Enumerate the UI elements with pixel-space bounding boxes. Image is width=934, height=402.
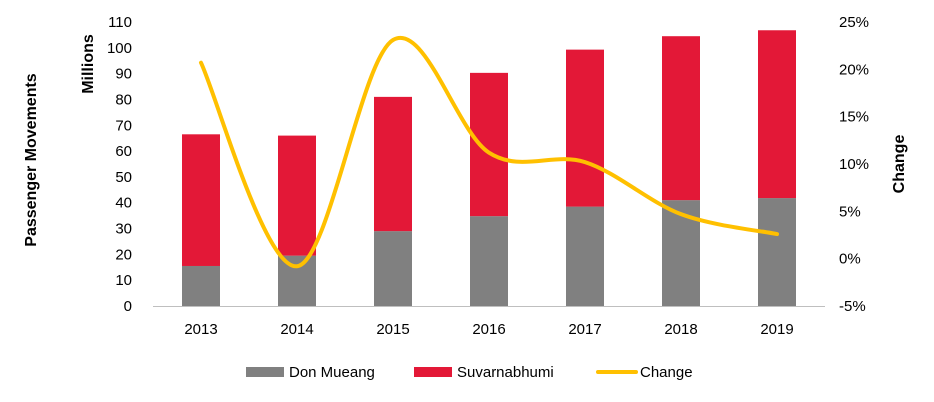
- change-line-series: [199, 35, 779, 269]
- y-tick-label: 80: [115, 91, 132, 108]
- legend-swatch-don-mueang: [246, 367, 284, 377]
- y-tick-label: 90: [115, 66, 132, 83]
- y-tick-label: 40: [115, 195, 132, 212]
- y-tick-label: 0: [124, 298, 132, 315]
- y-tick-label: 30: [115, 221, 132, 238]
- y2-tick-label: 25%: [839, 14, 869, 31]
- bar-don-mueang-2013: [182, 265, 220, 306]
- bar-suvarnabhumi-2016: [470, 72, 508, 217]
- x-tick-label: 2019: [760, 321, 793, 338]
- x-axis-ticks: 2013 2014 2015 2016 2017 2018 2019: [184, 321, 793, 338]
- bar-suvarnabhumi-2017: [566, 49, 604, 207]
- y2-axis-ticks: -5% 0% 5% 10% 15% 20% 25%: [839, 14, 869, 315]
- bar-suvarnabhumi-2019: [758, 30, 796, 199]
- y2-tick-label: 20%: [839, 61, 869, 78]
- y2-tick-label: -5%: [839, 298, 866, 315]
- bar-suvarnabhumi-2014: [278, 135, 316, 256]
- bar-suvarnabhumi-2015: [374, 96, 412, 232]
- y2-axis-title: Change: [891, 135, 908, 194]
- bar-don-mueang-2016: [470, 216, 508, 306]
- y-tick-label: 100: [107, 40, 132, 57]
- y-tick-label: 20: [115, 246, 132, 263]
- legend-swatch-suvarnabhumi: [414, 367, 452, 377]
- x-tick-label: 2015: [376, 321, 409, 338]
- y-axis-title: Passenger Movements: [23, 73, 40, 247]
- y-tick-label: 70: [115, 117, 132, 134]
- x-tick-label: 2018: [664, 321, 697, 338]
- y-axis-ticks: 0 10 20 30 40 50 60 70 80 90 100 110: [107, 14, 132, 315]
- y2-tick-label: 0%: [839, 251, 861, 268]
- y-axis-unit: Millions: [80, 34, 97, 94]
- bar-don-mueang-2019: [758, 198, 796, 306]
- bar-don-mueang-2015: [374, 231, 412, 306]
- y-tick-label: 50: [115, 169, 132, 186]
- bar-don-mueang-2014: [278, 255, 316, 306]
- change-line: [199, 35, 779, 269]
- bar-suvarnabhumi-2013: [182, 134, 220, 266]
- bar-suvarnabhumi-2018: [662, 36, 700, 201]
- x-tick-label: 2017: [568, 321, 601, 338]
- legend-label-don-mueang: Don Mueang: [289, 364, 375, 381]
- y2-tick-label: 5%: [839, 203, 861, 220]
- x-tick-label: 2016: [472, 321, 505, 338]
- x-tick-label: 2013: [184, 321, 217, 338]
- y-tick-label: 60: [115, 143, 132, 160]
- y2-tick-label: 15%: [839, 109, 869, 126]
- y-tick-label: 10: [115, 272, 132, 289]
- legend-label-suvarnabhumi: Suvarnabhumi: [457, 364, 554, 381]
- legend-label-change: Change: [640, 364, 693, 381]
- legend: Don Mueang Suvarnabhumi Change: [246, 364, 693, 381]
- bar-don-mueang-2017: [566, 206, 604, 306]
- y-tick-label: 110: [108, 14, 132, 31]
- y2-tick-label: 10%: [839, 156, 869, 173]
- bar-series: [182, 30, 796, 306]
- x-tick-label: 2014: [280, 321, 313, 338]
